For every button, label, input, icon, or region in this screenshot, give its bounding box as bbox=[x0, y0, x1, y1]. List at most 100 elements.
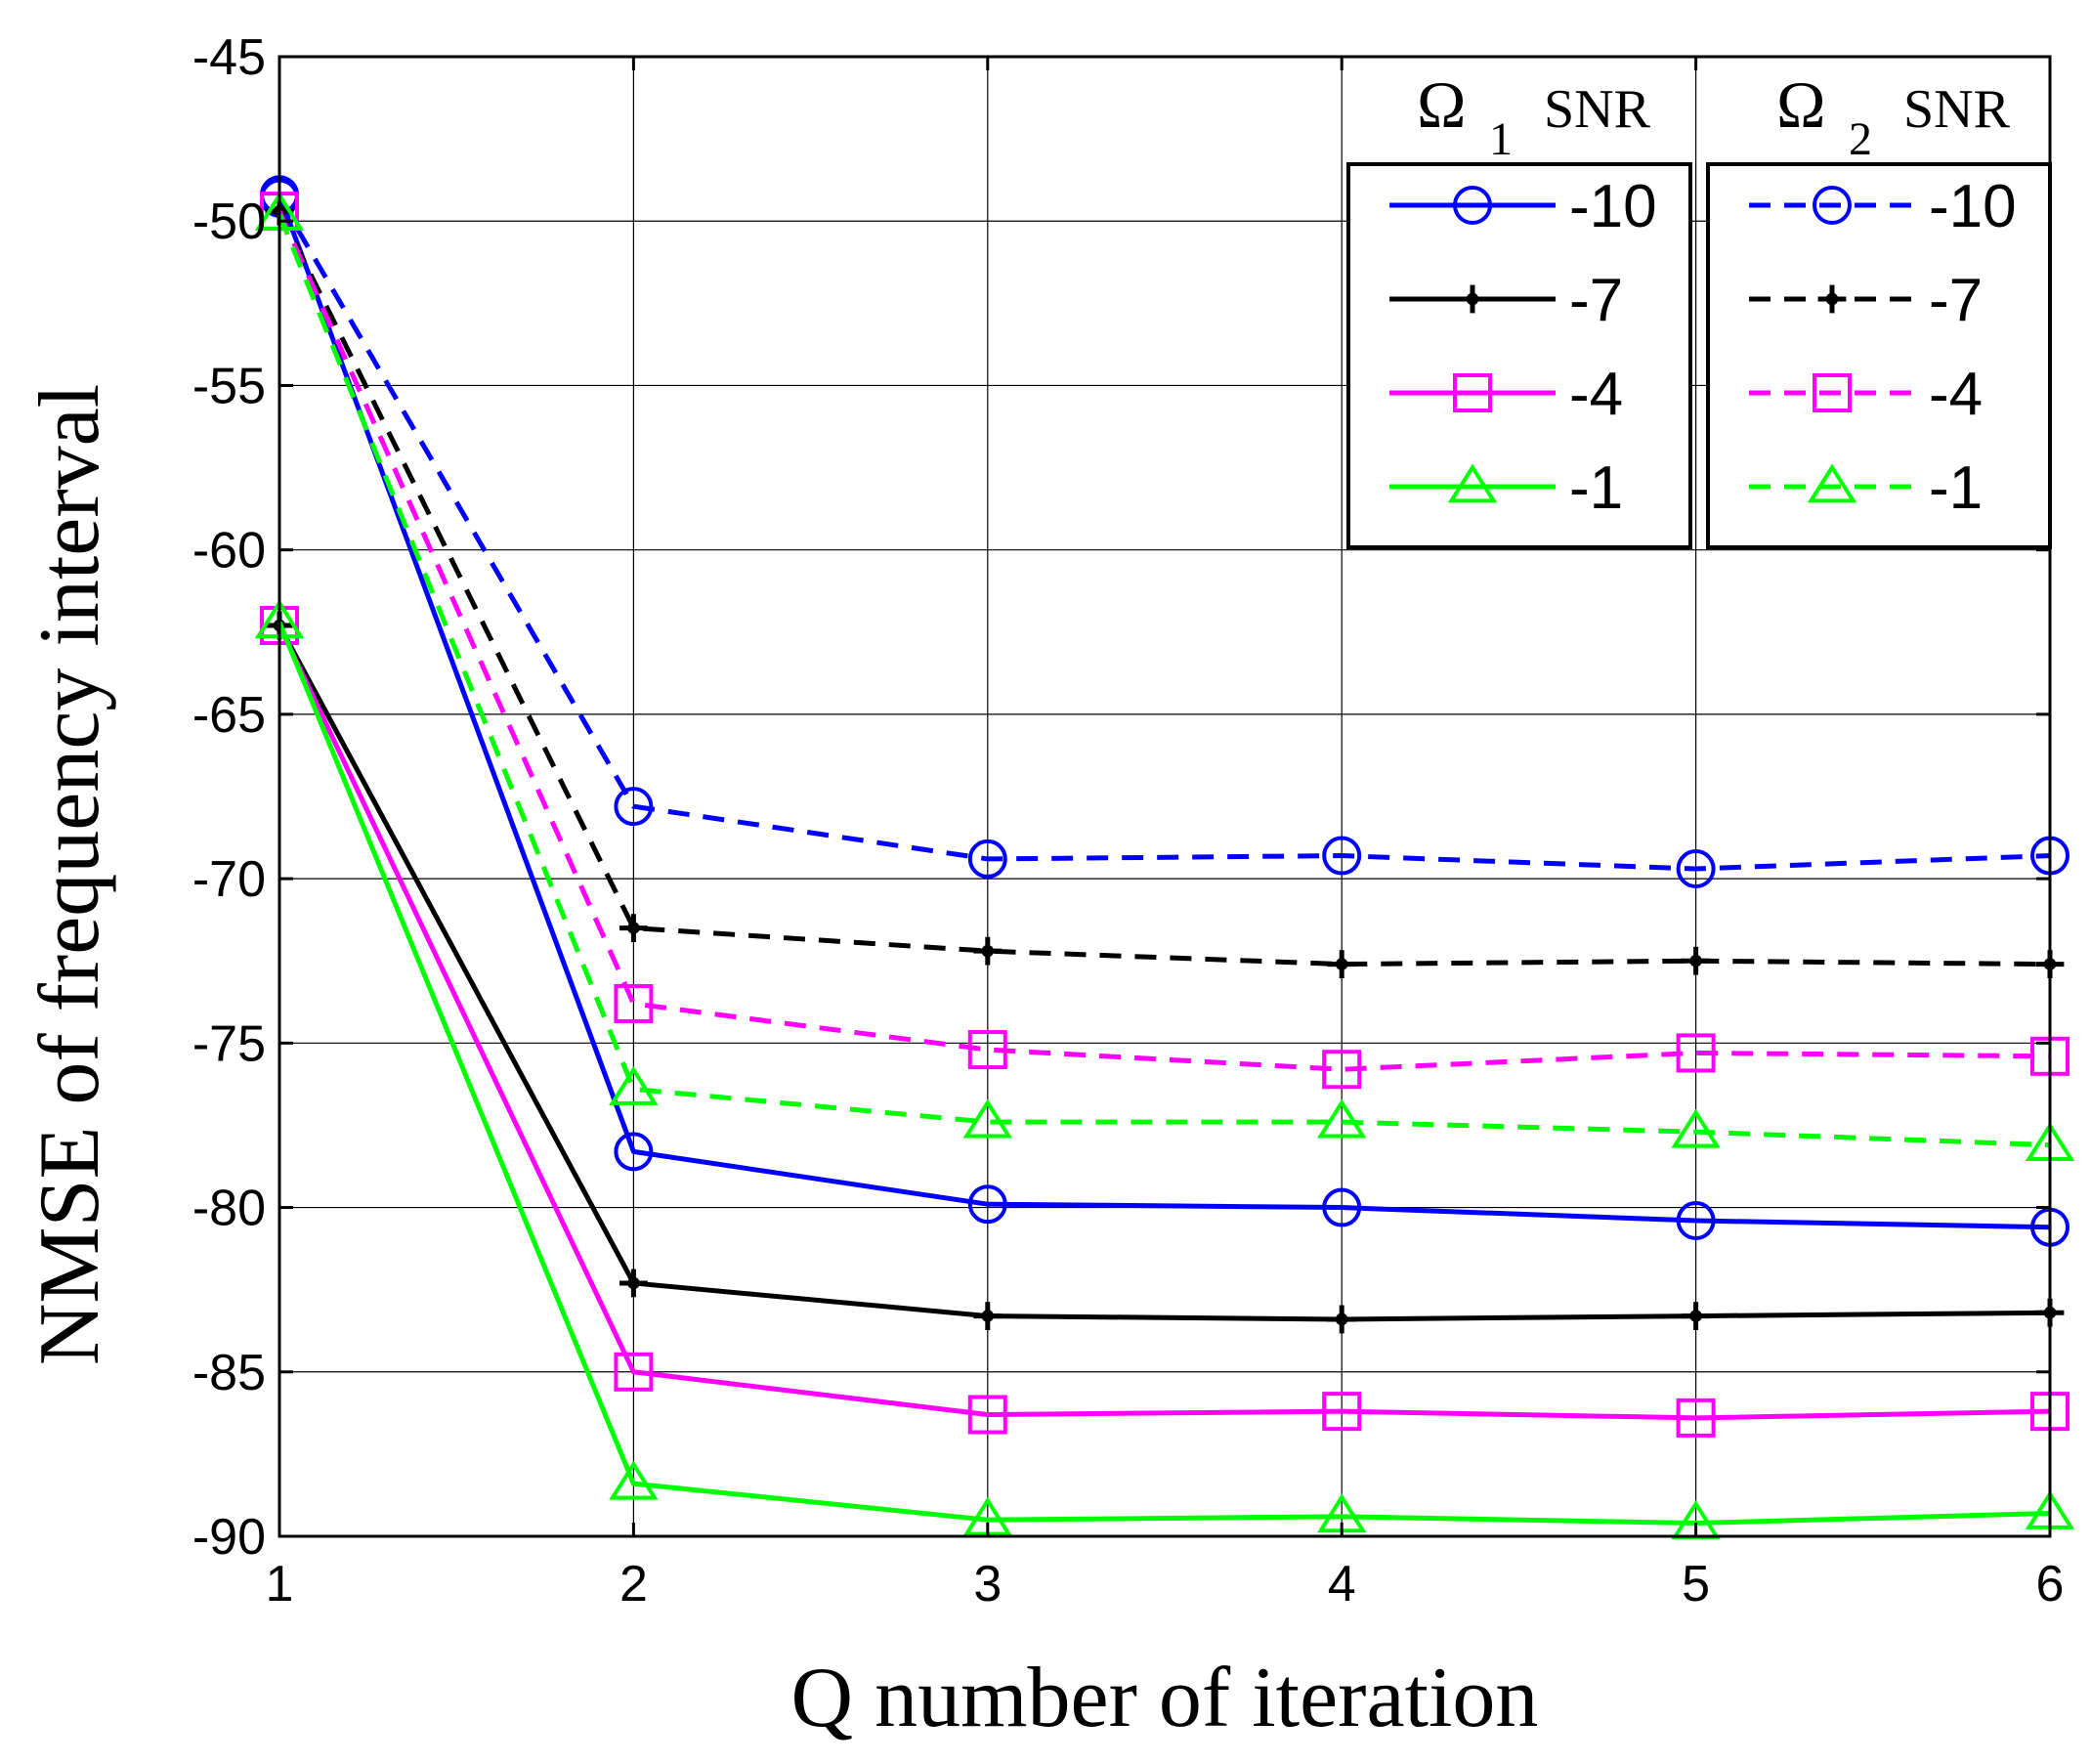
y-tick-label: -50 bbox=[192, 194, 266, 250]
legend-entry: -4 bbox=[1749, 361, 1983, 428]
series-line bbox=[277, 210, 2051, 1072]
x-tick-label: 4 bbox=[1328, 1556, 1356, 1613]
plus-marker bbox=[1327, 950, 1356, 978]
y-tick-label: -90 bbox=[192, 1509, 266, 1566]
series-line bbox=[277, 194, 2051, 1230]
legend-entry-label: -4 bbox=[1929, 361, 1983, 428]
plus-marker bbox=[619, 914, 648, 942]
series-line bbox=[277, 196, 2051, 872]
y-tick-label: -85 bbox=[192, 1345, 266, 1401]
square-marker bbox=[1453, 373, 1492, 412]
legend-group-2: Ω 2 SNR -10 -7 -4 -1 bbox=[1706, 67, 2052, 549]
legend-entry-label: -1 bbox=[1569, 454, 1623, 522]
plus-marker-dot bbox=[1689, 954, 1702, 968]
plus-marker-dot bbox=[1335, 958, 1348, 970]
legend-head-subscript: 2 bbox=[1849, 113, 1872, 165]
legend-entry: -1 bbox=[1389, 454, 1623, 522]
legend: Ω 1 SNR-10-7-4-1Ω 2 SNR-10-7-4-1 bbox=[1346, 67, 2052, 549]
legend-box bbox=[1706, 162, 2052, 549]
plus-marker-dot bbox=[981, 1310, 995, 1322]
plus-marker-dot bbox=[981, 944, 995, 958]
legend-entry-label: -7 bbox=[1929, 267, 1983, 334]
x-tick-label: 1 bbox=[266, 1556, 294, 1613]
legend-entry: -7 bbox=[1749, 267, 1983, 334]
square-marker bbox=[967, 1395, 1007, 1435]
legend-entry: -4 bbox=[1389, 361, 1623, 428]
plus-marker-dot bbox=[627, 922, 640, 934]
triangle-marker bbox=[609, 1460, 659, 1500]
circle-marker bbox=[1676, 849, 1716, 889]
square-marker bbox=[1322, 1392, 1362, 1432]
plus-marker bbox=[1682, 946, 1710, 975]
square-marker bbox=[614, 1352, 654, 1392]
circle-marker bbox=[1813, 186, 1852, 225]
circle-marker bbox=[614, 787, 654, 827]
x-axis-label: Q number of iteration bbox=[791, 1651, 1539, 1745]
plot-frame bbox=[277, 55, 2052, 1538]
y-tick-label: -65 bbox=[192, 687, 266, 744]
series-ω1-snr--1 bbox=[254, 599, 2075, 1539]
plus-marker-dot bbox=[1335, 1312, 1348, 1326]
x-tick-label: 3 bbox=[973, 1556, 1002, 1613]
plus-marker bbox=[619, 1269, 648, 1298]
series-ω1-snr--4 bbox=[260, 606, 2070, 1438]
triangle-marker bbox=[1316, 1098, 1367, 1139]
circle-marker bbox=[1453, 186, 1492, 225]
legend-entry: -10 bbox=[1389, 173, 1657, 240]
series-line bbox=[277, 624, 2051, 1421]
legend-head-symbol: Ω bbox=[1417, 67, 1467, 142]
y-tick-label: -80 bbox=[192, 1181, 266, 1237]
circle-marker bbox=[1676, 1201, 1716, 1241]
legend-entry-label: -10 bbox=[1569, 173, 1657, 240]
square-marker bbox=[1676, 1398, 1716, 1438]
plus-marker bbox=[1682, 1302, 1710, 1330]
circle-marker bbox=[1322, 1187, 1362, 1227]
y-tick-label: -45 bbox=[192, 29, 266, 86]
legend-entry-label: -4 bbox=[1569, 361, 1623, 428]
y-tick-label: -75 bbox=[192, 1015, 266, 1072]
triangle-marker bbox=[609, 1065, 659, 1105]
circle-marker bbox=[967, 839, 1007, 879]
axis-ticks: 1 2 3 4 5 6 -45 -50 -55 -60 -65 -70 -75 -80 -85 -90 bbox=[192, 29, 2065, 1613]
series-line bbox=[277, 621, 2051, 1527]
plus-marker bbox=[973, 936, 1003, 966]
series-layer bbox=[254, 175, 2075, 1539]
y-tick-label: -60 bbox=[192, 523, 266, 580]
legend-box bbox=[1346, 162, 1692, 549]
triangle-marker bbox=[962, 1098, 1013, 1139]
triangle-marker bbox=[1671, 1108, 1721, 1148]
triangle-marker bbox=[1447, 463, 1498, 503]
square-marker bbox=[967, 1030, 1007, 1070]
circle-marker bbox=[1322, 836, 1362, 876]
circle-marker bbox=[967, 1184, 1007, 1225]
x-tick-label: 2 bbox=[619, 1556, 648, 1613]
plus-marker-dot bbox=[1466, 292, 1479, 306]
square-marker bbox=[1322, 1050, 1362, 1090]
plus-marker-dot bbox=[1825, 292, 1839, 306]
y-tick-label: -70 bbox=[192, 851, 266, 908]
plus-marker bbox=[1458, 284, 1487, 314]
square-marker bbox=[1676, 1033, 1716, 1073]
plus-marker bbox=[1817, 284, 1847, 314]
legend-head-subscript: 1 bbox=[1489, 113, 1513, 165]
plus-marker-dot bbox=[627, 1276, 640, 1290]
legend-entry-label: -10 bbox=[1929, 173, 2017, 240]
legend-entry: -10 bbox=[1749, 173, 2017, 240]
square-marker bbox=[614, 983, 654, 1023]
plus-marker bbox=[1327, 1305, 1356, 1334]
y-tick-label: -55 bbox=[192, 358, 266, 414]
series-ω1-snr--7 bbox=[265, 611, 2065, 1334]
series-line bbox=[277, 213, 2051, 1148]
plus-marker-dot bbox=[1689, 1310, 1702, 1322]
legend-entry: -7 bbox=[1389, 267, 1623, 334]
x-tick-label: 6 bbox=[2036, 1556, 2065, 1613]
triangle-marker bbox=[1807, 463, 1857, 503]
square-marker bbox=[1813, 373, 1852, 412]
legend-entry: -1 bbox=[1749, 454, 1983, 522]
legend-head-snr: SNR bbox=[1544, 79, 1651, 140]
legend-head-symbol: Ω bbox=[1776, 67, 1826, 142]
x-tick-label: 5 bbox=[1682, 1556, 1710, 1613]
legend-group-1: Ω 1 SNR -10 -7 -4 -1 bbox=[1346, 67, 1692, 549]
y-axis-label: NMSE of frequency interval bbox=[22, 384, 117, 1365]
